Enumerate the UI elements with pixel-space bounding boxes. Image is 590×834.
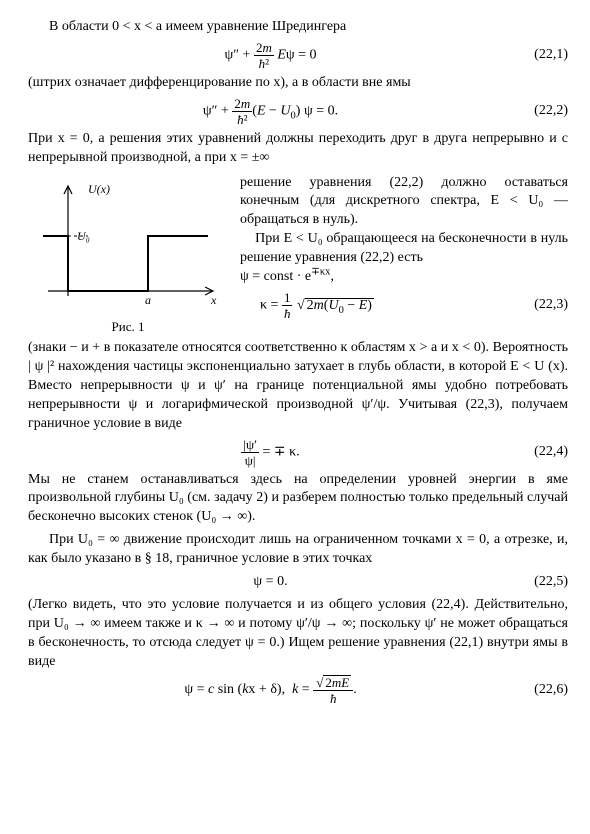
equation-22-1: ψ″ + 2mħ² Eψ = 0 (22,1): [28, 41, 568, 70]
para-6: При U₀ = ∞ движение происходит лишь на о…: [28, 531, 568, 569]
eq2-num: (22,2): [513, 102, 568, 121]
equation-22-3: κ = 1ħ 2m(U0 − E) (22,3): [240, 291, 568, 320]
para-5: Мы не станем останавливаться здесь на оп…: [28, 471, 568, 528]
eq3-expr: κ = 1ħ 2m(U0 − E): [240, 291, 513, 320]
equation-22-5: ψ = 0. (22,5): [28, 573, 568, 592]
potential-well-diagram: U(x) U₀ a x: [33, 176, 223, 316]
para-1: В области 0 < x < a имеем уравнение Шред…: [28, 18, 568, 37]
eq1-expr: ψ″ + 2mħ² Eψ = 0: [28, 41, 513, 70]
equation-22-6: ψ = c sin (kx + δ), k = 2mEħ. (22,6): [28, 675, 568, 705]
para-2: (штрих означает дифференцирование по x),…: [28, 74, 568, 93]
eq6-num: (22,6): [513, 681, 568, 700]
eq4-num: (22,4): [513, 443, 568, 462]
fig-x: x: [210, 293, 217, 307]
figure-caption: Рис. 1: [28, 318, 228, 336]
eq4-expr: |ψ′ψ| = ∓ κ.: [28, 438, 513, 467]
eq3-num: (22,3): [513, 296, 568, 315]
para-3: При x = 0, a решения этих уравнений долж…: [28, 130, 568, 168]
fig-a: a: [145, 293, 151, 307]
eq1-num: (22,1): [513, 46, 568, 65]
fig-u0: U₀: [77, 229, 90, 243]
para-7: (Легко видеть, что это условие получаетс…: [28, 596, 568, 672]
figure-1: U(x) U₀ a x Рис. 1: [28, 176, 228, 336]
para-4: (знаки − и + в показателе относятся соот…: [28, 339, 568, 433]
eq5-num: (22,5): [513, 573, 568, 592]
fig-ylabel: U(x): [88, 182, 110, 196]
eq5-expr: ψ = 0.: [28, 573, 513, 592]
equation-22-2: ψ″ + 2mħ²(E − U0) ψ = 0. (22,2): [28, 97, 568, 126]
eq6-expr: ψ = c sin (kx + δ), k = 2mEħ.: [28, 675, 513, 705]
eq2-expr: ψ″ + 2mħ²(E − U0) ψ = 0.: [28, 97, 513, 126]
equation-22-4: |ψ′ψ| = ∓ κ. (22,4): [28, 438, 568, 467]
